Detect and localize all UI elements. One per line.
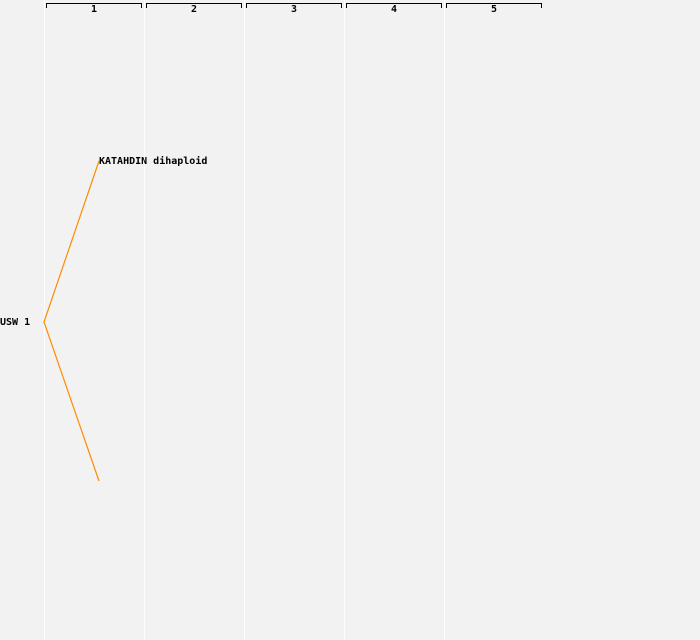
generation-gridline-3 <box>244 0 245 640</box>
generation-number-4: 4 <box>390 4 398 15</box>
node-label-katahdin-dihaploid[interactable]: KATAHDIN dihaploid <box>99 156 208 167</box>
generation-gridline-2 <box>144 0 145 640</box>
generation-number-3: 3 <box>290 4 298 15</box>
generation-bracket-3: 3 <box>246 3 342 15</box>
generation-gridline-5 <box>444 0 445 640</box>
pedigree-edge-line <box>43 160 100 482</box>
generation-number-1: 1 <box>90 4 98 15</box>
generation-bracket-2: 2 <box>146 3 242 15</box>
generation-bracket-5: 5 <box>446 3 542 15</box>
node-label-usw-1[interactable]: USW 1 <box>0 317 31 328</box>
generation-gridline-4 <box>344 0 345 640</box>
generation-number-5: 5 <box>490 4 498 15</box>
generation-number-2: 2 <box>190 4 198 15</box>
generation-bracket-4: 4 <box>346 3 442 15</box>
generation-bracket-1: 1 <box>46 3 142 15</box>
